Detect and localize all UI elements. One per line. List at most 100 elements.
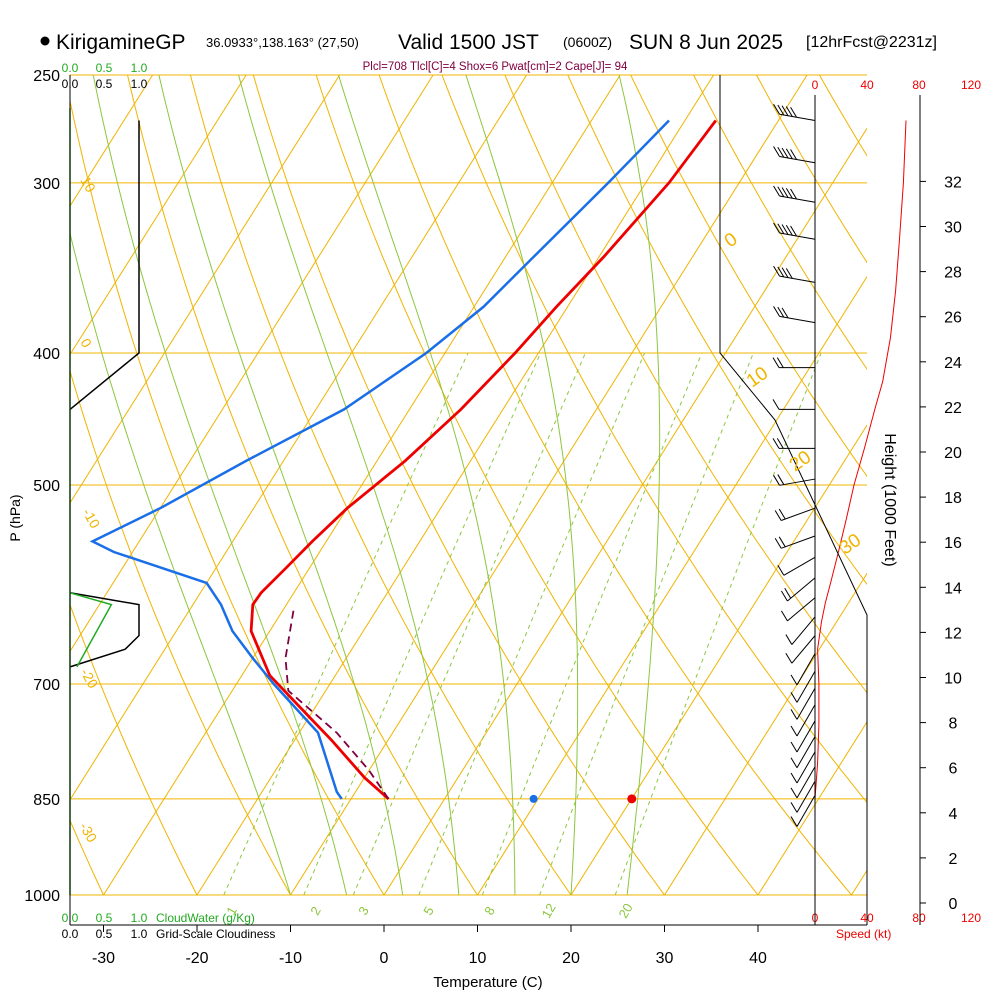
- dry-adiabat-label: 10: [77, 174, 99, 196]
- wind-barb-feather: [785, 187, 793, 199]
- speed-tick-bottom: 80: [912, 911, 926, 925]
- wind-barb-feather: [777, 306, 785, 318]
- cloudwater-tick-top: 0.0: [62, 61, 79, 75]
- wind-barb-feather: [773, 104, 780, 115]
- wind-barb-feather: [785, 634, 793, 645]
- isotherm-line: [70, 75, 247, 356]
- wind-barb-feather: [777, 223, 785, 234]
- wind-barb: [790, 795, 816, 827]
- valid-time: Valid 1500 JST: [398, 31, 539, 54]
- wind-barb-shaft: [781, 535, 816, 549]
- mixing-ratio-label: 2: [307, 904, 324, 918]
- wind-barb-shaft: [791, 616, 816, 645]
- mixing-ratio-line: [481, 352, 703, 895]
- wind-barb-shaft: [787, 597, 816, 622]
- wind-barb-feather: [790, 725, 798, 737]
- x-axis-label: Temperature (C): [433, 974, 542, 991]
- wind-barb-shaft: [783, 556, 816, 576]
- wind-barb-feather: [790, 787, 798, 799]
- wind-barb-feather: [777, 474, 785, 485]
- wind-barb-feather: [773, 475, 780, 486]
- wind-barb-feather: [780, 590, 788, 602]
- wind-barb: [773, 185, 816, 203]
- wind-barb: [773, 104, 816, 122]
- wind-barb-feather: [790, 772, 798, 784]
- height-tick-label: 22: [944, 400, 962, 417]
- cloudwater-tick-bottom: 0.5: [96, 911, 113, 925]
- moist-adiabat-label: 30: [836, 530, 865, 559]
- wind-barb-feather: [781, 267, 789, 278]
- dry-adiabat-line: [693, 75, 867, 370]
- wind-barb: [790, 751, 816, 784]
- height-tick-label: 2: [949, 851, 958, 868]
- wind-barb: [790, 670, 816, 703]
- wind-barb-feather: [777, 565, 785, 576]
- wind-barb-feather: [778, 536, 786, 548]
- cloudiness-tick-bottom: 1.0: [131, 927, 148, 941]
- wind-barb-feather: [784, 587, 792, 599]
- wind-barb: [773, 222, 816, 240]
- wind-barb-feather: [790, 802, 798, 813]
- temperature-series-line: [249, 119, 717, 800]
- height-tick-label: 18: [944, 490, 962, 507]
- surface-dewpoint-dot: [529, 794, 538, 803]
- mixing-ratio-line: [352, 352, 586, 895]
- moist-adiabat-line: [158, 75, 404, 895]
- speed-tick-top: 0: [812, 78, 819, 92]
- wind-barb-feather: [774, 510, 782, 521]
- wind-barb: [785, 635, 816, 664]
- mixing-ratio-label: 5: [420, 904, 437, 918]
- wind-barb-shaft: [796, 736, 816, 768]
- isotherm-line: [757, 721, 867, 895]
- wind-barb-feather: [777, 266, 785, 278]
- pressure-tick-label: 500: [33, 478, 60, 495]
- mixing-ratio-line: [418, 352, 646, 895]
- parcel-series-line: [284, 607, 390, 800]
- wind-barb: [773, 306, 816, 324]
- isotherm-line: [851, 869, 867, 895]
- cloudiness-tick-bottom: 0.5: [96, 927, 113, 941]
- wind-barb-feather: [785, 224, 793, 236]
- wind-barb-feather: [777, 104, 785, 116]
- wind-barb-shaft: [796, 751, 816, 784]
- wind-barb: [790, 653, 816, 686]
- cloud-panel: 0.00.00.50.51.01.00.00.00.50.51.01.0: [62, 61, 148, 941]
- wind-barb: [790, 687, 816, 720]
- dry-adiabat-line: [378, 75, 852, 895]
- cloudiness-tick-bottom: 0.0: [62, 927, 79, 941]
- wind-barb-feather: [778, 508, 786, 520]
- x-tick-label: 40: [749, 950, 767, 967]
- height-tick-label: 6: [949, 761, 958, 778]
- pressure-tick-label: 700: [33, 677, 60, 694]
- height-tick-label: 4: [949, 806, 958, 823]
- mixing-ratio-label: 20: [615, 901, 635, 921]
- moist-adiabat-line: [338, 75, 516, 895]
- wind-barb-feather: [773, 265, 780, 277]
- wind-barb-feather: [785, 106, 793, 117]
- cloudwater-line: [69, 592, 113, 668]
- wind-barb-feather: [781, 224, 789, 235]
- wind-barb: [785, 616, 816, 645]
- wind-barb-shaft: [796, 795, 816, 827]
- dry-adiabat-line: [70, 369, 291, 895]
- moist-adiabat-line: [92, 75, 348, 895]
- wind-barb-feather: [790, 741, 798, 753]
- wind-barb-feather: [781, 105, 789, 117]
- height-tick-label: 0: [949, 896, 958, 913]
- mixing-ratio-line: [223, 352, 469, 895]
- wind-barb: [772, 438, 815, 449]
- dry-adiabat-label: -20: [77, 666, 101, 692]
- wind-barb: [780, 597, 816, 622]
- wind-barb-shaft: [779, 156, 816, 164]
- height-tick-label: 12: [944, 625, 962, 642]
- x-tick-label: 0: [380, 950, 389, 967]
- wind-barb-shaft: [796, 653, 816, 686]
- stability-indices: Plcl=708 Tlcl[C]=4 Shox=6 Pwat[cm]=2 Cap…: [363, 61, 628, 73]
- cloudwater-tick-top: 0.5: [96, 61, 113, 75]
- station-coords: 36.0933°,138.163° (27,50): [206, 35, 359, 50]
- wind-barb-feather: [773, 146, 780, 157]
- dry-adiabat-line: [504, 75, 867, 694]
- x-tick-label: 20: [562, 950, 580, 967]
- wind-barb-feather: [790, 757, 798, 768]
